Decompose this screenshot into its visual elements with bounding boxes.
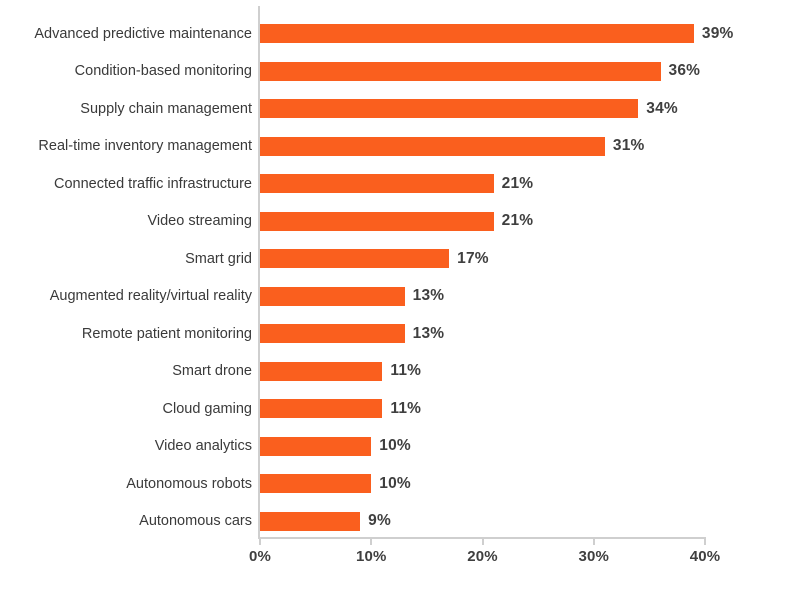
bar-row: Real-time inventory management 31% bbox=[0, 136, 800, 156]
bar-row: Supply chain management 34% bbox=[0, 99, 800, 118]
bar-value-label: 36% bbox=[668, 62, 701, 79]
bar-value-label: 31% bbox=[612, 137, 645, 154]
x-axis-tick-label: 10% bbox=[355, 548, 387, 565]
x-axis-tick bbox=[370, 539, 373, 545]
bar-row: Video analytics 10% bbox=[0, 436, 800, 456]
x-axis-tick-label: 30% bbox=[578, 548, 610, 565]
bar[interactable] bbox=[260, 474, 372, 493]
bar-value-label: 13% bbox=[412, 324, 445, 342]
bar-value-label: 10% bbox=[379, 474, 411, 492]
bar[interactable] bbox=[260, 511, 361, 531]
bar[interactable] bbox=[260, 99, 639, 118]
x-axis-tick bbox=[592, 539, 595, 545]
bar-row: Autonomous cars 9% bbox=[0, 511, 800, 531]
bar-value-label: 34% bbox=[646, 99, 678, 117]
x-axis-tick bbox=[704, 539, 706, 545]
category-label: Condition-based monitoring bbox=[74, 62, 252, 79]
x-axis-line bbox=[258, 537, 706, 539]
bar-value-label: 17% bbox=[457, 249, 489, 267]
bar-row: Cloud gaming 11% bbox=[0, 399, 800, 418]
category-label: Autonomous robots bbox=[126, 475, 252, 492]
x-axis-tick-label: 40% bbox=[689, 548, 721, 565]
bar[interactable] bbox=[260, 24, 694, 43]
x-axis-tick-label: 20% bbox=[467, 548, 498, 565]
x-axis-tick bbox=[259, 539, 261, 545]
bar[interactable] bbox=[260, 174, 494, 193]
bar-value-label: 9% bbox=[368, 512, 391, 529]
bar-row: Video streaming 21% bbox=[0, 211, 800, 231]
bar[interactable] bbox=[260, 286, 405, 306]
bar-row: Condition-based monitoring 36% bbox=[0, 61, 800, 81]
category-label: Cloud gaming bbox=[162, 400, 252, 417]
category-label: Autonomous cars bbox=[139, 512, 252, 529]
category-label: Real-time inventory management bbox=[38, 137, 252, 154]
bar[interactable] bbox=[260, 436, 372, 456]
category-label: Remote patient monitoring bbox=[81, 325, 252, 342]
bar[interactable] bbox=[260, 61, 661, 81]
bar-value-label: 11% bbox=[390, 362, 422, 379]
bar[interactable] bbox=[260, 211, 494, 231]
bar[interactable] bbox=[260, 361, 383, 381]
bar-value-label: 39% bbox=[701, 24, 734, 42]
bar-row: Smart drone 11% bbox=[0, 361, 800, 381]
bar[interactable] bbox=[260, 324, 405, 343]
bar-row: Autonomous robots 10% bbox=[0, 474, 800, 493]
bar[interactable] bbox=[260, 399, 383, 418]
category-label: Augmented reality/virtual reality bbox=[49, 287, 252, 304]
bar-row: Connected traffic infrastructure 21% bbox=[0, 174, 800, 193]
bar-row: Augmented reality/virtual reality 13% bbox=[0, 286, 800, 306]
bar-value-label: 13% bbox=[412, 287, 445, 304]
bar-value-label: 21% bbox=[501, 212, 534, 229]
bar[interactable] bbox=[260, 249, 450, 268]
bar-row: Advanced predictive maintenance 39% bbox=[0, 24, 800, 43]
x-axis-tick-label: 0% bbox=[248, 548, 272, 565]
category-label: Smart grid bbox=[185, 250, 252, 267]
category-label: Supply chain management bbox=[80, 100, 252, 117]
category-label: Smart drone bbox=[172, 362, 252, 379]
bar[interactable] bbox=[260, 136, 605, 156]
bar-row: Remote patient monitoring 13% bbox=[0, 324, 800, 343]
category-label: Video streaming bbox=[147, 212, 252, 229]
category-label: Advanced predictive maintenance bbox=[34, 25, 252, 42]
y-axis-line bbox=[258, 6, 260, 539]
bar-row: Smart grid 17% bbox=[0, 249, 800, 268]
bar-value-label: 10% bbox=[379, 437, 411, 454]
category-label: Connected traffic infrastructure bbox=[54, 175, 252, 192]
bar-value-label: 21% bbox=[501, 174, 534, 192]
category-label: Video analytics bbox=[154, 437, 252, 454]
bar-value-label: 11% bbox=[390, 399, 422, 417]
x-axis-tick bbox=[481, 539, 484, 545]
